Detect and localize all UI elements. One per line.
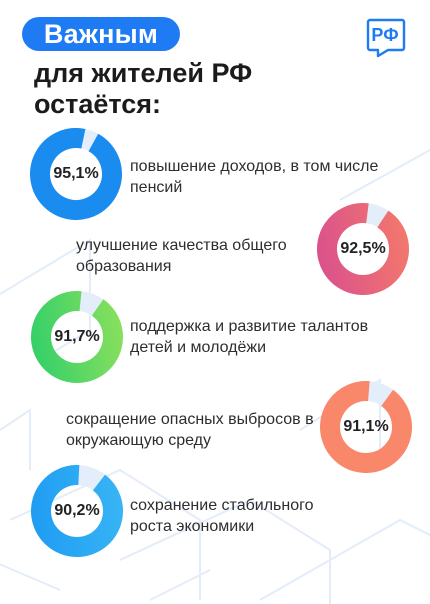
item-label-5: сохранение стабильного роста экономики <box>130 497 314 535</box>
donut-chart-svg-1 <box>30 128 122 220</box>
donut-chart-5: 90,2% <box>31 465 123 557</box>
header-pill-text: Важным <box>43 18 159 49</box>
item-label-4: сокращение опасных выбросов в окружающую… <box>66 411 314 449</box>
page-title-line-2: остаётся: <box>34 89 162 119</box>
donut-chart-1: 95,1% <box>30 128 122 220</box>
item-label-3: поддержка и развитие талантов детей и мо… <box>130 318 369 356</box>
donut-chart-svg-4 <box>320 381 412 473</box>
donut-arc-1 <box>30 128 122 220</box>
donut-arc-5 <box>31 465 123 557</box>
item-label-1: повышение доходов, в том числе пенсий <box>130 158 379 196</box>
donut-chart-svg-2 <box>317 203 409 295</box>
donut-value-label-5: 90,2% <box>54 502 100 519</box>
donut-value-label-1: 95,1% <box>53 165 99 182</box>
header-pill: Важным <box>22 17 180 51</box>
donut-arc-4 <box>320 381 412 473</box>
donut-chart-svg-5 <box>31 465 123 557</box>
rf-logo: РФ <box>366 18 408 58</box>
donut-value-label-4: 91,1% <box>343 418 389 435</box>
donut-chart-2: 92,5% <box>317 203 409 295</box>
logo-text: РФ <box>371 24 399 45</box>
donut-chart-4: 91,1% <box>320 381 412 473</box>
donut-value-label-3: 91,7% <box>54 328 100 345</box>
donut-chart-svg-3 <box>31 291 123 383</box>
donut-arc-3 <box>31 291 123 383</box>
page-title-line-1: для жителей РФ <box>34 58 253 88</box>
donut-chart-3: 91,7% <box>31 291 123 383</box>
item-label-2: улучшение качества общего образования <box>76 237 287 275</box>
donut-value-label-2: 92,5% <box>340 240 386 257</box>
